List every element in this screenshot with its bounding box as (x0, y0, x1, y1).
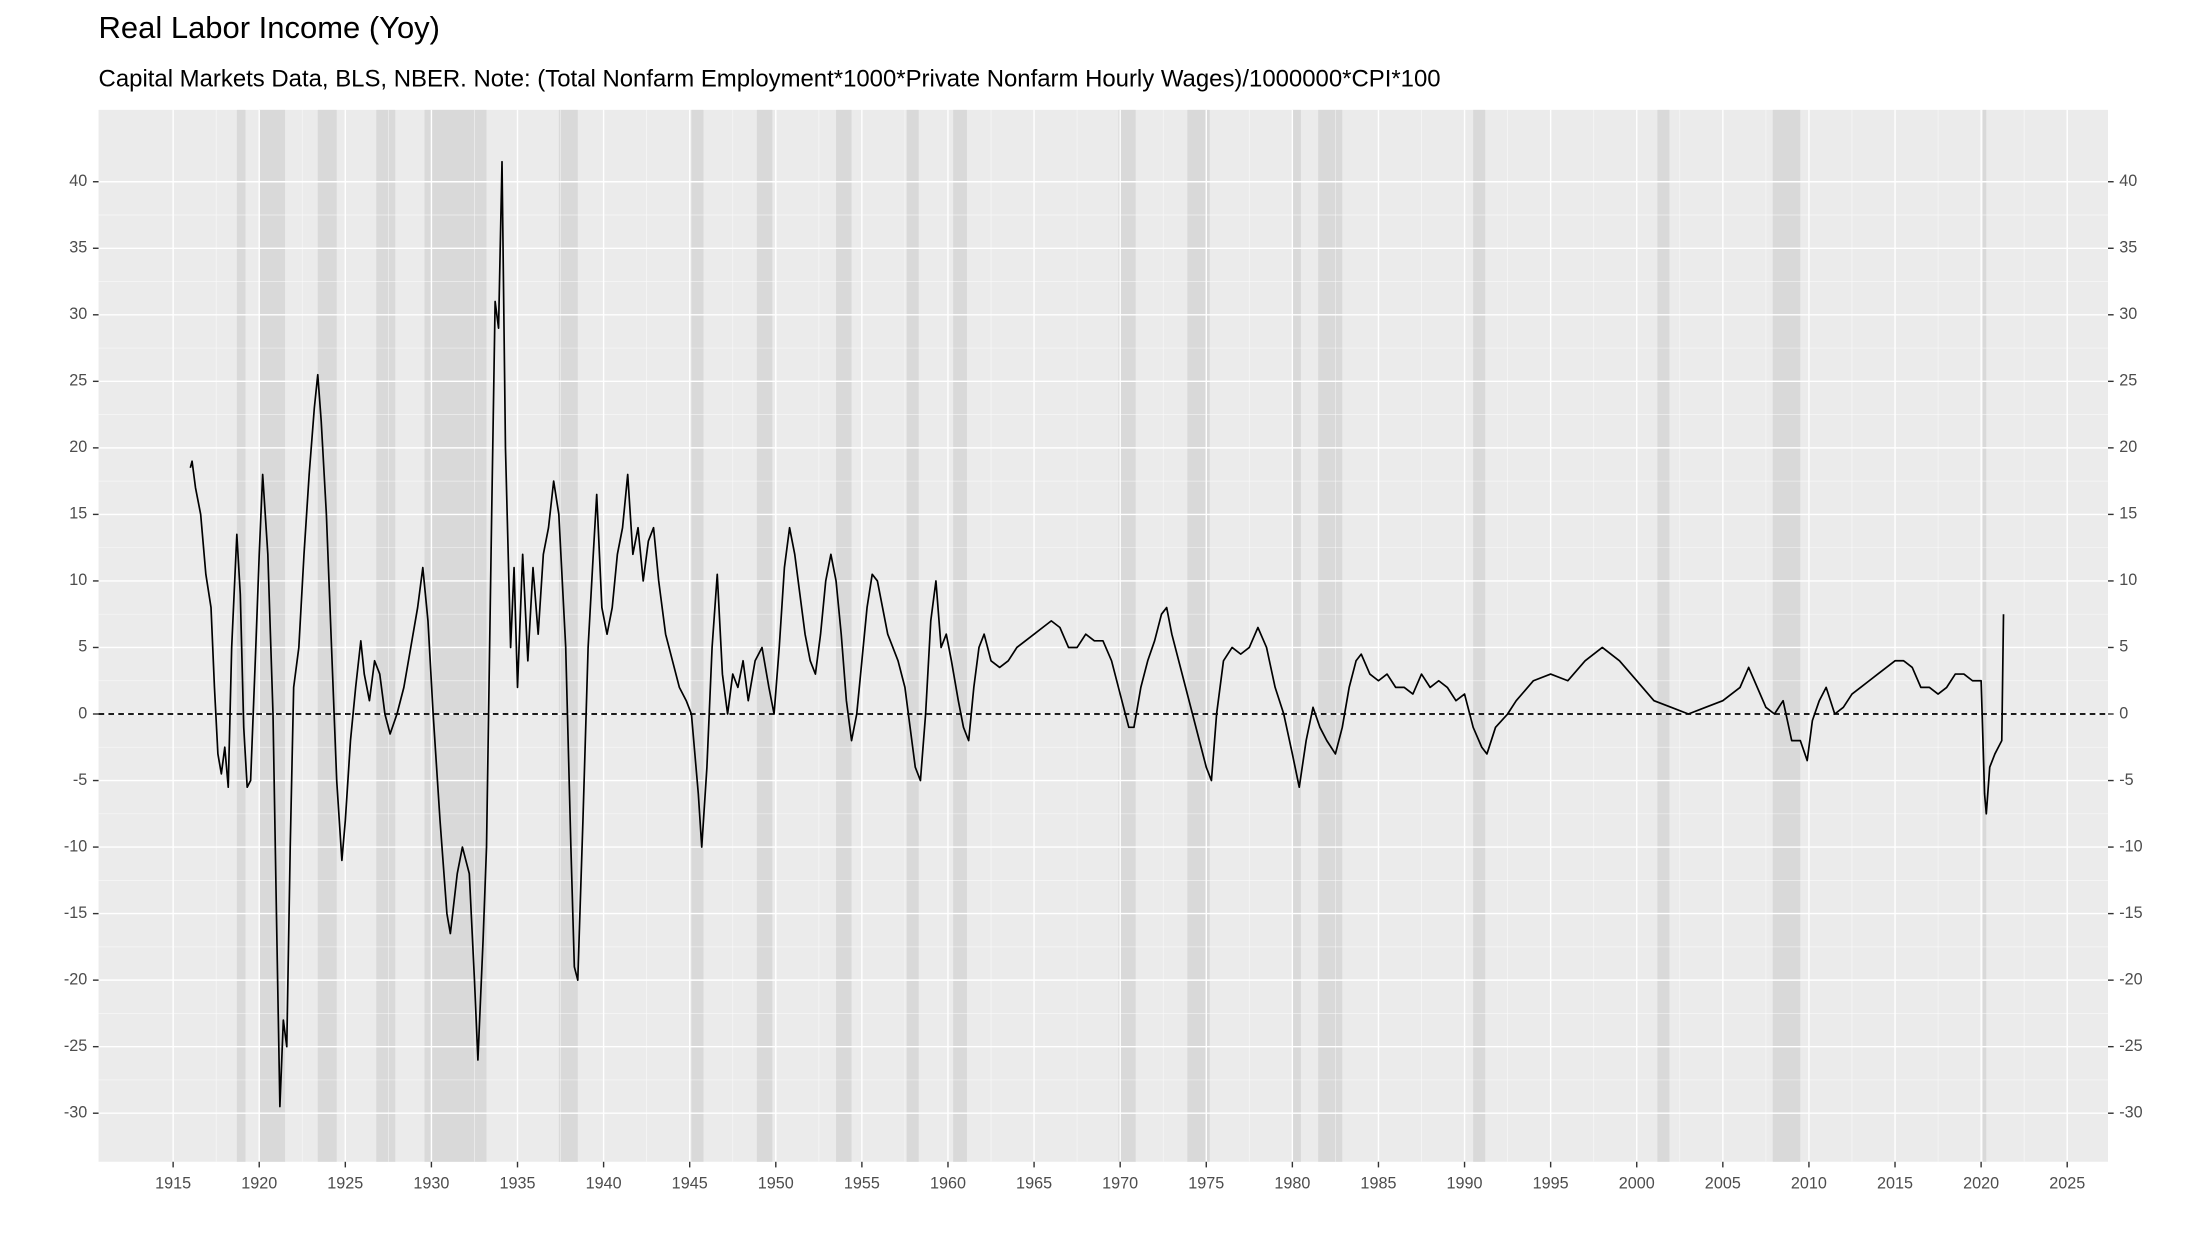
y-tick-label: 30 (69, 305, 87, 323)
x-tick-label: 2015 (1877, 1175, 1913, 1193)
x-tick-label: 2010 (1791, 1175, 1827, 1193)
x-tick-label: 1995 (1533, 1175, 1569, 1193)
recession-band (1118, 109, 1136, 1162)
y-tick-label: 10 (69, 571, 87, 589)
x-tick-label: 1935 (500, 1175, 536, 1193)
x-tick-label: 1915 (155, 1175, 191, 1193)
y-tick-label: -10 (64, 837, 87, 855)
recession-band (1318, 109, 1343, 1162)
y-tick-label: -30 (64, 1103, 87, 1121)
x-tick-label: 1955 (844, 1175, 880, 1193)
x-tick-label: 1950 (758, 1175, 794, 1193)
recession-band (1473, 109, 1486, 1162)
y2-tick-label: 25 (2119, 372, 2137, 390)
recession-band (691, 109, 704, 1162)
y2-tick-label: -20 (2119, 970, 2142, 988)
recession-band (317, 109, 337, 1162)
data-line (189, 160, 2005, 1108)
x-tick-label: 1975 (1188, 1175, 1224, 1193)
recession-band (1982, 109, 1987, 1162)
y-tick-label: 35 (69, 239, 87, 257)
y2-tick-label: -25 (2119, 1037, 2142, 1055)
y2-tick-label: -15 (2119, 904, 2142, 922)
y-tick-label: 40 (69, 172, 87, 190)
y2-tick-label: -5 (2119, 771, 2133, 789)
recession-band (259, 109, 286, 1162)
y2-tick-label: 0 (2119, 704, 2128, 722)
recession-band (1657, 109, 1670, 1162)
y2-tick-label: 35 (2119, 239, 2137, 257)
y-tick-label: 0 (78, 704, 87, 722)
y2-tick-label: 30 (2119, 305, 2137, 323)
y2-tick-label: 40 (2119, 172, 2137, 190)
recession-band (1772, 109, 1801, 1162)
x-tick-label: 1940 (586, 1175, 622, 1193)
recession-band (836, 109, 852, 1162)
y-tick-label: 5 (78, 638, 87, 656)
y2-tick-label: -30 (2119, 1103, 2142, 1121)
recession-band (1187, 109, 1210, 1162)
y2-tick-label: 20 (2119, 438, 2137, 456)
y2-tick-label: -10 (2119, 837, 2142, 855)
chart-subtitle: Capital Markets Data, BLS, NBER. Note: (… (99, 66, 1441, 93)
x-tick-label: 1920 (241, 1175, 277, 1193)
x-tick-label: 2000 (1619, 1175, 1655, 1193)
y-tick-label: -5 (73, 771, 87, 789)
x-tick-label: 1980 (1274, 1175, 1310, 1193)
y2-tick-label: 15 (2119, 505, 2137, 523)
x-tick-label: 1990 (1447, 1175, 1483, 1193)
recession-band (376, 109, 396, 1162)
y-tick-label: 20 (69, 438, 87, 456)
recession-band (953, 109, 967, 1162)
recession-band (424, 109, 487, 1162)
recession-band (906, 109, 919, 1162)
recession-band (1292, 109, 1301, 1162)
x-tick-label: 1970 (1102, 1175, 1138, 1193)
y2-tick-label: 10 (2119, 571, 2137, 589)
x-tick-label: 2025 (2049, 1175, 2085, 1193)
x-tick-label: 2005 (1705, 1175, 1741, 1193)
x-tick-label: 1930 (413, 1175, 449, 1193)
x-tick-label: 2020 (1963, 1175, 1999, 1193)
y-tick-label: 15 (69, 505, 87, 523)
y-tick-label: -15 (64, 904, 87, 922)
y-tick-label: 25 (69, 372, 87, 390)
recession-band (558, 109, 578, 1162)
x-tick-label: 1985 (1360, 1175, 1396, 1193)
x-tick-label: 1965 (1016, 1175, 1052, 1193)
x-tick-label: 1960 (930, 1175, 966, 1193)
y-tick-label: -20 (64, 970, 87, 988)
y2-tick-label: 5 (2119, 638, 2128, 656)
x-tick-label: 1925 (327, 1175, 363, 1193)
y-tick-label: -25 (64, 1037, 87, 1055)
plot-panel (98, 109, 2109, 1162)
recession-band (756, 109, 773, 1162)
chart-title: Real Labor Income (Yoy) (99, 10, 440, 45)
x-tick-label: 1945 (672, 1175, 708, 1193)
